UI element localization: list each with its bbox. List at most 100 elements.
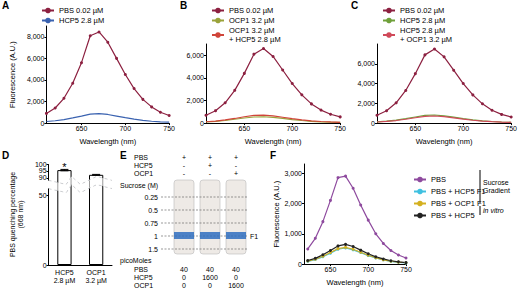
svg-text:-: - bbox=[235, 162, 238, 169]
svg-text:HCP5 2.8 µM: HCP5 2.8 µM bbox=[400, 26, 445, 35]
svg-text:(668 nm): (668 nm) bbox=[17, 200, 25, 228]
svg-text:PBS + HCP5 F1: PBS + HCP5 F1 bbox=[431, 187, 485, 196]
svg-text:0.25: 0.25 bbox=[144, 194, 158, 201]
svg-text:0.75: 0.75 bbox=[144, 220, 158, 227]
svg-text:0: 0 bbox=[182, 274, 186, 281]
svg-text:in vitro: in vitro bbox=[483, 207, 504, 214]
svg-text:HCP5: HCP5 bbox=[134, 274, 153, 281]
svg-text:Fluorescence (A.U.): Fluorescence (A.U.) bbox=[8, 41, 17, 108]
svg-text:PBS quenching percentage: PBS quenching percentage bbox=[9, 172, 17, 257]
svg-text:0: 0 bbox=[43, 262, 47, 269]
svg-text:+: + bbox=[234, 170, 238, 177]
svg-text:PBS: PBS bbox=[431, 175, 446, 184]
svg-text:650: 650 bbox=[325, 266, 337, 273]
svg-text:0.5: 0.5 bbox=[148, 207, 158, 214]
svg-text:+: + bbox=[208, 162, 212, 169]
svg-text:PBS + HCP5: PBS + HCP5 bbox=[431, 211, 475, 220]
svg-text:2,000: 2,000 bbox=[27, 98, 45, 105]
svg-text:700: 700 bbox=[119, 125, 131, 132]
svg-text:750: 750 bbox=[400, 266, 412, 273]
svg-text:Fluorescence (A.U.): Fluorescence (A.U.) bbox=[272, 180, 281, 247]
svg-text:0: 0 bbox=[182, 282, 186, 289]
svg-text:0: 0 bbox=[41, 120, 45, 127]
svg-text:F1: F1 bbox=[250, 233, 258, 240]
svg-text:0: 0 bbox=[234, 274, 238, 281]
svg-text:2,000: 2,000 bbox=[357, 100, 375, 107]
svg-text:Gradient: Gradient bbox=[483, 187, 510, 194]
svg-text:0: 0 bbox=[208, 282, 212, 289]
svg-text:2,000: 2,000 bbox=[284, 200, 302, 207]
svg-text:OCP1 3.2 µM: OCP1 3.2 µM bbox=[229, 26, 275, 35]
svg-text:40: 40 bbox=[180, 266, 188, 273]
svg-text:1,000: 1,000 bbox=[284, 230, 302, 237]
svg-text:-: - bbox=[183, 162, 186, 169]
svg-text:650: 650 bbox=[409, 125, 421, 132]
svg-text:Wavelength (nm): Wavelength (nm) bbox=[79, 137, 136, 146]
svg-text:1600: 1600 bbox=[228, 282, 244, 289]
svg-text:PBS + OCP1 F1: PBS + OCP1 F1 bbox=[431, 199, 486, 208]
svg-text:40: 40 bbox=[232, 266, 240, 273]
svg-text:PBS: PBS bbox=[134, 154, 148, 161]
svg-text:90: 90 bbox=[39, 174, 47, 181]
svg-text:Sucrose (M): Sucrose (M) bbox=[120, 182, 158, 190]
svg-text:750: 750 bbox=[163, 125, 175, 132]
svg-text:PBS 0.02 µM: PBS 0.02 µM bbox=[59, 6, 103, 15]
svg-text:+: + bbox=[182, 154, 186, 161]
svg-text:A: A bbox=[2, 0, 9, 11]
svg-text:650: 650 bbox=[76, 125, 88, 132]
svg-text:1600: 1600 bbox=[202, 274, 218, 281]
svg-text:B: B bbox=[180, 0, 187, 11]
svg-text:3,000: 3,000 bbox=[284, 170, 302, 177]
svg-text:1.5: 1.5 bbox=[148, 246, 158, 253]
svg-text:PBS 0.02 µM: PBS 0.02 µM bbox=[229, 6, 273, 15]
svg-text:OCP1: OCP1 bbox=[134, 282, 153, 289]
svg-text:picoMoles: picoMoles bbox=[120, 257, 152, 265]
svg-text:OCP1: OCP1 bbox=[87, 269, 106, 276]
svg-text:700: 700 bbox=[286, 125, 298, 132]
svg-text:750: 750 bbox=[334, 125, 346, 132]
svg-text:Wavelength (nm): Wavelength (nm) bbox=[245, 137, 302, 146]
svg-text:Wavelength (nm): Wavelength (nm) bbox=[327, 278, 384, 287]
svg-text:8,000: 8,000 bbox=[27, 33, 45, 40]
svg-text:+ OCP1 3.2 µM: + OCP1 3.2 µM bbox=[400, 35, 452, 44]
svg-text:-: - bbox=[183, 170, 186, 177]
svg-text:-: - bbox=[209, 170, 212, 177]
svg-text:HCP5 2.8 µM: HCP5 2.8 µM bbox=[59, 16, 104, 25]
svg-text:2,000: 2,000 bbox=[186, 97, 204, 104]
svg-text:+: + bbox=[208, 154, 212, 161]
svg-text:PBS: PBS bbox=[134, 266, 148, 273]
svg-text:750: 750 bbox=[505, 125, 517, 132]
svg-text:50: 50 bbox=[39, 192, 47, 199]
svg-text:0: 0 bbox=[200, 120, 204, 127]
svg-text:Wavelength (nm): Wavelength (nm) bbox=[416, 137, 473, 146]
svg-text:0: 0 bbox=[371, 120, 375, 127]
svg-text:*: * bbox=[62, 161, 67, 173]
svg-text:650: 650 bbox=[238, 125, 250, 132]
svg-text:E: E bbox=[120, 150, 127, 161]
svg-text:HCP5: HCP5 bbox=[55, 269, 74, 276]
svg-text:+ HCP5 2.8 µM: + HCP5 2.8 µM bbox=[229, 35, 281, 44]
svg-text:1: 1 bbox=[154, 233, 158, 240]
svg-text:+: + bbox=[234, 154, 238, 161]
svg-text:6,000: 6,000 bbox=[357, 60, 375, 67]
svg-text:40: 40 bbox=[206, 266, 214, 273]
svg-text:6,000: 6,000 bbox=[27, 55, 45, 62]
svg-text:OCP1 3.2 µM: OCP1 3.2 µM bbox=[229, 16, 275, 25]
svg-text:6,000: 6,000 bbox=[186, 52, 204, 59]
svg-text:2.8 µM: 2.8 µM bbox=[54, 277, 76, 285]
svg-text:4,000: 4,000 bbox=[27, 76, 45, 83]
svg-text:D: D bbox=[2, 150, 9, 161]
svg-text:700: 700 bbox=[457, 125, 469, 132]
svg-text:100: 100 bbox=[35, 161, 47, 168]
svg-text:HCP5: HCP5 bbox=[134, 162, 153, 169]
svg-text:HCP5 2.8 µM: HCP5 2.8 µM bbox=[400, 16, 445, 25]
svg-text:700: 700 bbox=[362, 266, 374, 273]
svg-text:95: 95 bbox=[39, 167, 47, 174]
svg-text:PBS 0.02 µM: PBS 0.02 µM bbox=[400, 6, 444, 15]
svg-text:0: 0 bbox=[298, 261, 302, 268]
svg-text:3.2 µM: 3.2 µM bbox=[85, 277, 107, 285]
svg-text:4,000: 4,000 bbox=[357, 80, 375, 87]
svg-text:4,000: 4,000 bbox=[186, 74, 204, 81]
svg-text:OCP1: OCP1 bbox=[134, 170, 153, 177]
svg-text:C: C bbox=[351, 0, 358, 11]
